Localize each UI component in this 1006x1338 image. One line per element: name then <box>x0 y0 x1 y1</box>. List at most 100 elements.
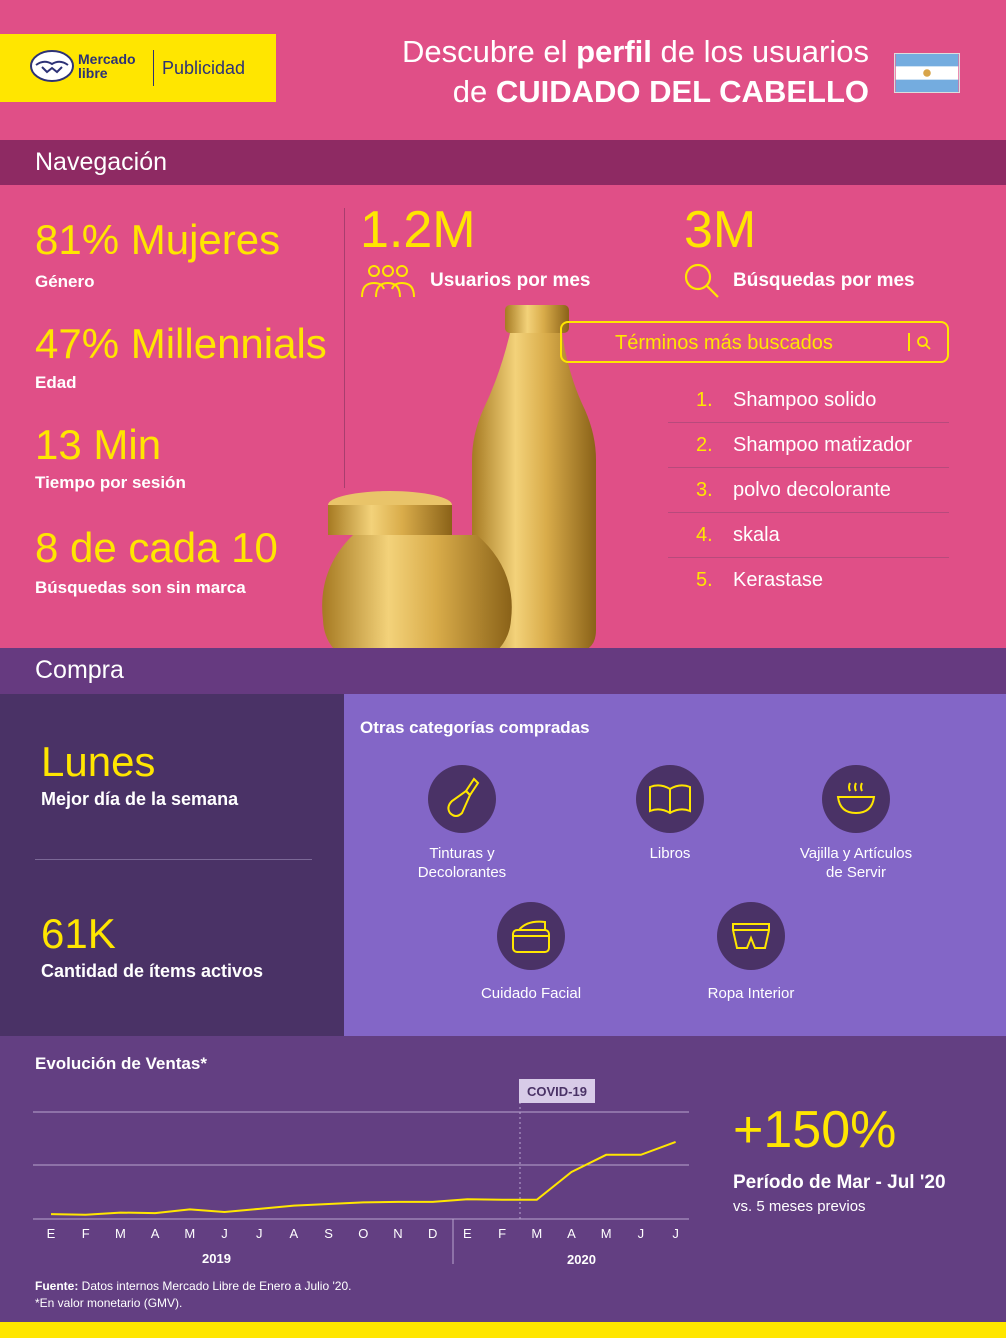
users-label: Usuarios por mes <box>430 270 591 291</box>
search-box[interactable] <box>560 321 949 363</box>
searches-value: 3M <box>684 201 757 259</box>
month-tick-label: M <box>600 1226 612 1241</box>
category-label-line: Tinturas y <box>429 845 495 862</box>
month-tick-label: E <box>463 1226 472 1241</box>
stat-brand-value: 8 de cada 10 <box>35 524 278 571</box>
title-post: de los usuarios <box>651 34 869 69</box>
term-divider <box>668 512 949 513</box>
users-icon <box>361 265 415 298</box>
logo-wordmark: Mercado libre <box>78 51 136 81</box>
book-icon <box>649 784 691 815</box>
category-books-label: Libros <box>580 844 760 863</box>
term-text: Kerastase <box>733 569 824 591</box>
users-value: 1.2M <box>360 201 476 259</box>
category-underwear[interactable] <box>717 902 785 970</box>
month-tick-label: N <box>393 1226 403 1241</box>
mercado-libre-logo-icon <box>30 50 74 82</box>
vertical-divider <box>344 208 345 488</box>
month-tick-label: S <box>324 1226 333 1241</box>
search-icon[interactable] <box>916 335 932 351</box>
source-label: Fuente: <box>35 1279 79 1293</box>
category-underwear-label: Ropa Interior <box>661 984 841 1003</box>
compra-section-bar: Compra <box>0 648 1006 694</box>
term-number: 2. <box>696 434 713 456</box>
search-magnifier-icon <box>684 263 719 298</box>
month-tick-label: M <box>531 1226 543 1241</box>
month-tick-label: J <box>637 1226 645 1241</box>
month-tick-label: F <box>81 1226 90 1241</box>
sales-title: Evolución de Ventas* <box>35 1054 207 1073</box>
other-categories-panel <box>344 694 1006 1036</box>
month-tick-label: A <box>150 1226 160 1241</box>
source-text: Datos internos Mercado Libre de Enero a … <box>78 1279 352 1293</box>
title-bold: perfil <box>576 34 652 69</box>
month-tick-label: J <box>672 1226 679 1241</box>
title-line2-bold: CUIDADO DEL CABELLO <box>495 74 869 109</box>
category-facial[interactable] <box>497 902 565 970</box>
category-label-line: Decolorantes <box>417 864 507 881</box>
category-dye-label: Tinturas y Decolorantes <box>372 844 552 882</box>
dye-bottle-icon <box>447 777 480 817</box>
navegacion-section-bar: Navegación <box>0 140 1006 185</box>
cream-jar-icon <box>512 920 550 953</box>
category-books[interactable] <box>636 765 704 833</box>
other-categories-title: Otras categorías compradas <box>360 718 590 737</box>
category-dye[interactable] <box>428 765 496 833</box>
stat-age-label: Edad <box>35 373 77 392</box>
month-tick-label: D <box>427 1226 438 1241</box>
term-number: 1. <box>696 389 713 411</box>
term-text: polvo decolorante <box>733 479 891 501</box>
category-label-line: Libros <box>649 845 691 862</box>
category-facial-label: Cuidado Facial <box>441 984 621 1003</box>
year-2020-label: 2020 <box>567 1252 596 1267</box>
stat-session-label: Tiempo por sesión <box>35 473 186 492</box>
month-tick-label: O <box>358 1226 369 1241</box>
term-divider <box>668 422 949 423</box>
stat-gender-value: 81% Mujeres <box>35 216 281 263</box>
month-tick-label: M <box>184 1226 196 1241</box>
underwear-icon <box>732 923 770 949</box>
term-text: skala <box>733 524 780 546</box>
month-tick-label: F <box>498 1226 507 1241</box>
compra-stats-panel <box>0 694 344 1036</box>
category-label-line: Cuidado Facial <box>480 985 582 1002</box>
sales-line-chart: COVID-19 <box>33 1079 689 1264</box>
title-pre: Descubre el <box>402 34 577 69</box>
term-text: Shampoo solido <box>733 389 877 411</box>
month-tick-label: A <box>289 1226 299 1241</box>
footer-bar <box>0 1322 1006 1338</box>
best-day-value: Lunes <box>41 738 156 785</box>
category-tableware[interactable] <box>822 765 890 833</box>
month-tick-label: M <box>114 1226 126 1241</box>
source-note: Fuente: Datos internos Mercado Libre de … <box>35 1279 351 1293</box>
month-tick-label: J <box>221 1226 228 1241</box>
term-number: 5. <box>696 569 713 591</box>
best-day-label: Mejor día de la semana <box>41 789 239 809</box>
search-title: Términos más buscados <box>615 332 833 354</box>
items-value: 61K <box>41 910 116 957</box>
gmv-note: *En valor monetario (GMV). <box>35 1296 183 1310</box>
growth-value: +150% <box>733 1101 897 1159</box>
month-tick-label: J <box>255 1226 263 1241</box>
month-tick-label: E <box>46 1226 56 1241</box>
logo-divider <box>153 50 154 86</box>
month-tick-label: A <box>567 1226 576 1241</box>
stat-age-value: 47% Millennials <box>35 320 327 367</box>
category-label-line: Ropa Interior <box>707 985 795 1002</box>
category-tableware-label: Vajilla y Artículos de Servir <box>766 844 946 882</box>
bowl-icon <box>836 782 876 815</box>
argentina-flag-icon <box>894 53 960 93</box>
title-line2-pre: de <box>452 74 496 109</box>
page-title: Descubre el perfil de los usuarios de CU… <box>269 32 869 112</box>
term-divider <box>668 467 949 468</box>
sales-series-line <box>50 1141 676 1216</box>
growth-period: Período de Mar - Jul '20 <box>733 1172 946 1193</box>
search-divider <box>908 333 910 351</box>
items-label: Cantidad de ítems activos <box>41 961 264 981</box>
term-number: 3. <box>696 479 713 501</box>
searches-label: Búsquedas por mes <box>733 270 915 291</box>
category-label-line: de Servir <box>825 864 887 881</box>
term-text: Shampoo matizador <box>733 434 912 456</box>
category-label-line: Vajilla y Artículos <box>799 845 913 862</box>
covid-label: COVID-19 <box>527 1084 587 1099</box>
